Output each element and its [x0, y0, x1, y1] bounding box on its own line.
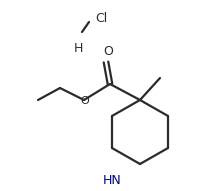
- Text: Cl: Cl: [95, 11, 107, 24]
- Text: H: H: [73, 42, 82, 55]
- Text: HN: HN: [102, 174, 121, 187]
- Text: O: O: [80, 96, 89, 106]
- Text: O: O: [103, 45, 112, 58]
